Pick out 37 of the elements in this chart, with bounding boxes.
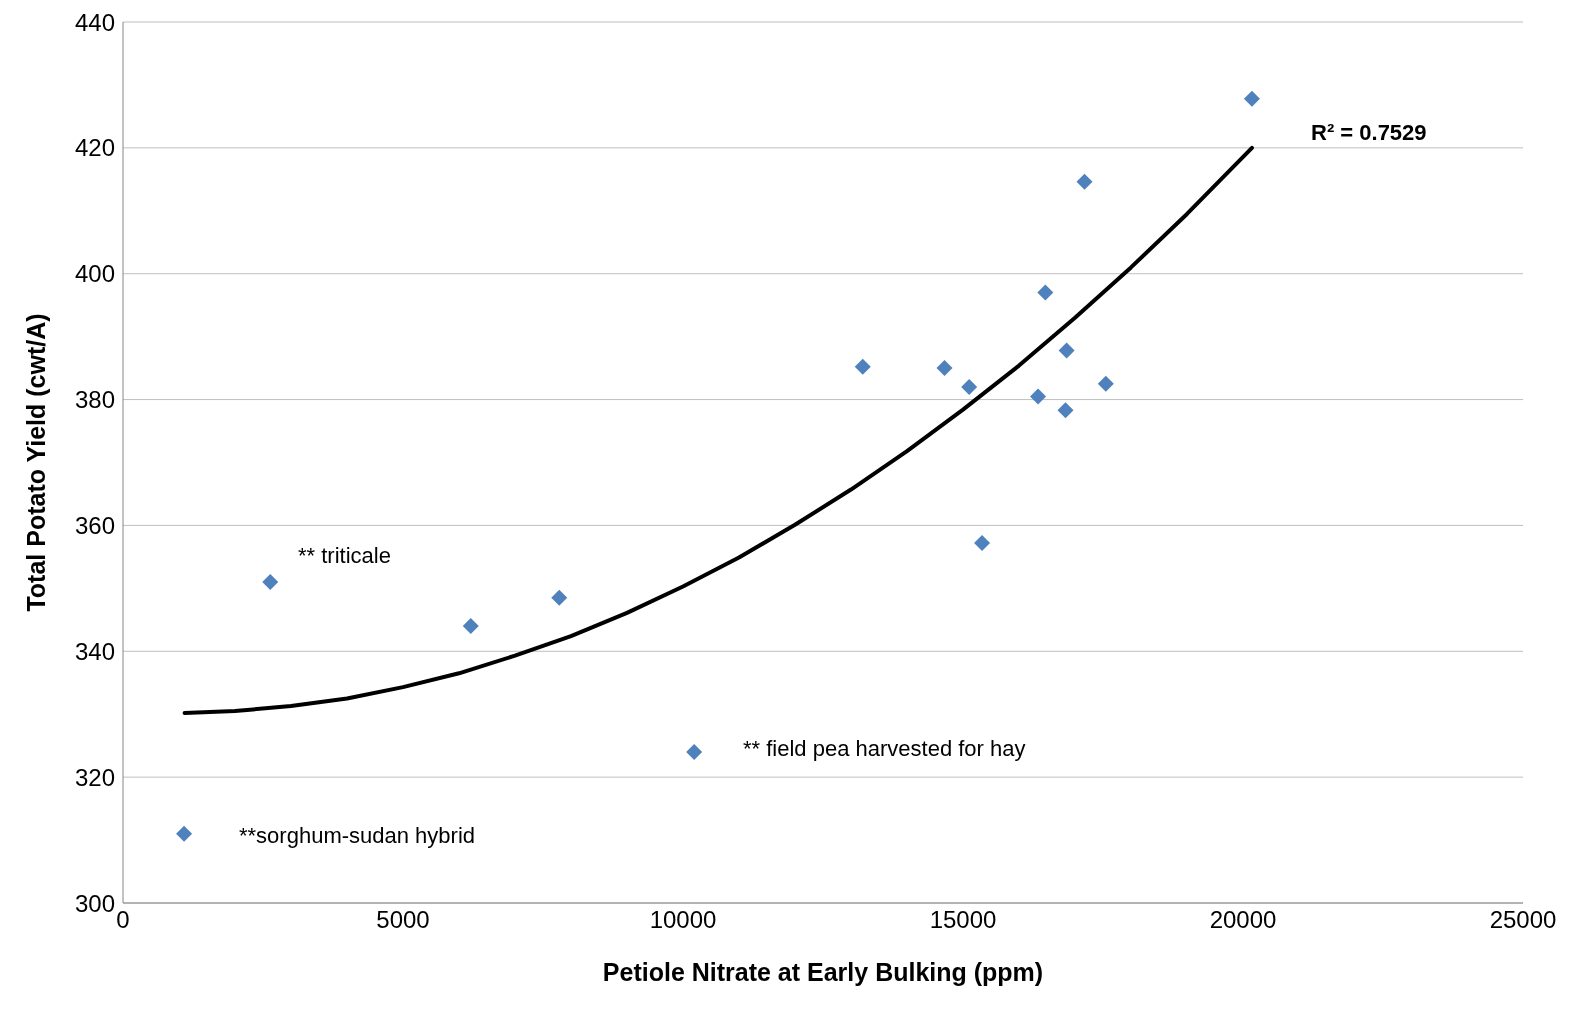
point bbox=[961, 378, 978, 395]
x-tick-label: 15000 bbox=[929, 906, 997, 934]
point bbox=[1030, 388, 1047, 405]
y-tick-label: 440 bbox=[74, 8, 115, 36]
point bbox=[1037, 284, 1054, 301]
point bbox=[1058, 342, 1075, 359]
x-tick-label: 0 bbox=[116, 906, 130, 934]
x-tick-label: 5000 bbox=[376, 906, 430, 934]
point bbox=[176, 825, 193, 842]
point bbox=[686, 743, 703, 760]
point bbox=[462, 618, 479, 635]
y-axis-title: Total Potato Yield (cwt/A) bbox=[21, 313, 50, 612]
x-tick-label: 20000 bbox=[1209, 906, 1277, 934]
y-tick-label: 400 bbox=[74, 260, 115, 288]
x-tick-label: 10000 bbox=[649, 906, 717, 934]
annotation: R² = 0.7529 bbox=[1311, 120, 1427, 146]
annotation: **sorghum-sudan hybrid bbox=[239, 823, 476, 849]
point bbox=[854, 358, 871, 375]
annotation: ** triticale bbox=[298, 543, 391, 569]
y-tick-label: 360 bbox=[74, 511, 115, 539]
y-tick-label: 340 bbox=[74, 637, 115, 665]
point bbox=[1076, 173, 1093, 190]
x-axis-title: Petiole Nitrate at Early Bulking (ppm) bbox=[602, 958, 1044, 986]
annotation: ** field pea harvested for hay bbox=[743, 736, 1026, 762]
point bbox=[1097, 375, 1114, 392]
y-tick-label: 320 bbox=[74, 763, 115, 791]
y-tick-label: 300 bbox=[74, 889, 115, 917]
x-tick-label: 25000 bbox=[1489, 906, 1557, 934]
line-series bbox=[182, 145, 1254, 715]
point bbox=[551, 589, 568, 606]
point bbox=[974, 535, 991, 552]
point bbox=[262, 574, 279, 591]
y-tick-label: 420 bbox=[74, 134, 115, 162]
point bbox=[1243, 90, 1260, 107]
y-tick-label: 380 bbox=[74, 386, 115, 414]
point bbox=[936, 360, 953, 377]
point bbox=[1057, 402, 1074, 419]
